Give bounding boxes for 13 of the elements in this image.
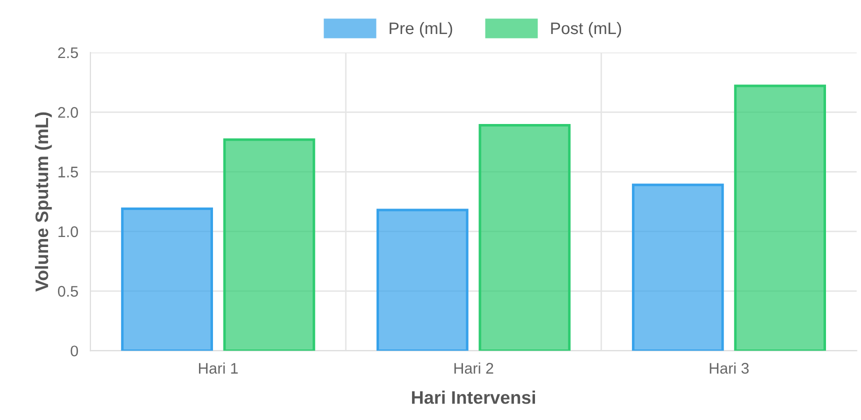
x-axis-title: Hari Intervensi <box>412 390 535 404</box>
x-tick-label: Hari 3 <box>710 362 749 374</box>
x-tick-label: Hari 2 <box>454 362 494 374</box>
x-tick-label: Hari 1 <box>199 362 238 374</box>
y-tick-label: 0 <box>70 346 78 356</box>
y-tick-label: 1.5 <box>58 166 78 178</box>
y-tick-label: 2.5 <box>58 47 78 58</box>
legend-label: Post (mL) <box>551 22 622 38</box>
y-tick-label: 0.5 <box>58 286 78 297</box>
y-tick-label: 1.0 <box>58 226 78 238</box>
legend-label: Pre (mL) <box>390 22 452 38</box>
y-tick-label: 2.0 <box>58 107 78 118</box>
y-axis-title: Volume Sputum (mL) <box>34 112 52 292</box>
